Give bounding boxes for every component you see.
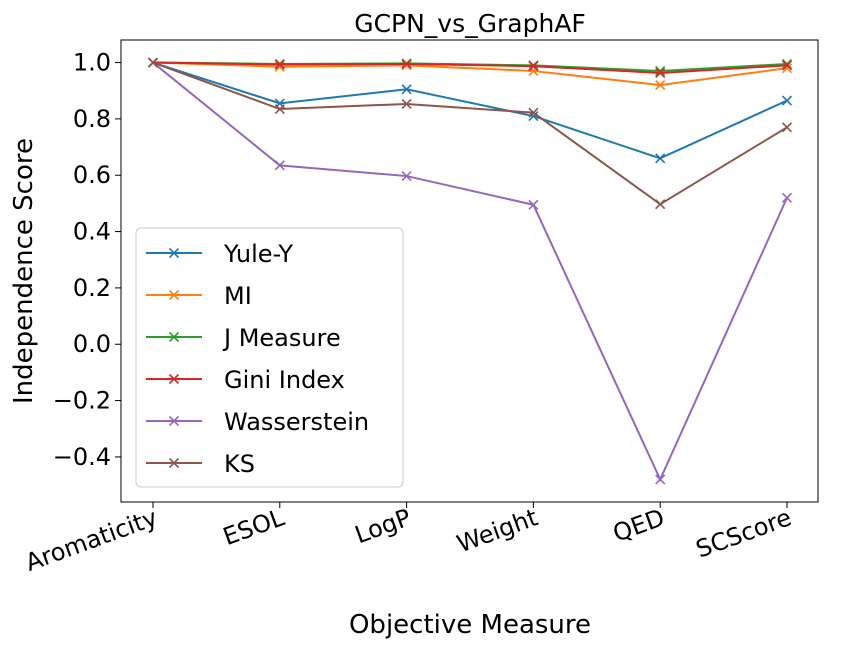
legend-box	[135, 227, 404, 488]
y-axis-label: Independence Score	[9, 138, 39, 404]
legend-label-yule-y: Yule-Y	[223, 240, 293, 268]
data-point-gini-index	[274, 59, 285, 70]
data-point-ks	[147, 57, 159, 68]
y-tick-label: −0.4	[53, 443, 111, 471]
data-point-yule-y	[655, 153, 666, 164]
legend-marker-gini-index	[168, 373, 180, 385]
y-tick-label: 0.0	[73, 330, 111, 358]
y-tick-label: 0.6	[73, 161, 111, 189]
x-tick-label: Weight	[453, 503, 541, 558]
x-tick-label: Aromaticity	[22, 503, 161, 577]
legend-label-j-measure: J Measure	[222, 324, 341, 352]
x-tick-label: SCScore	[692, 503, 795, 563]
x-tick-label: ESOL	[219, 503, 288, 551]
plot-area: 1.0 0.8 0.6 0.4 0.2 0.0 −0.2 −0.4 Aromaticity ESO…	[22, 39, 819, 577]
legend-marker-wasserstein	[168, 415, 180, 427]
data-point-mi	[401, 60, 412, 71]
data-point-gini-index	[401, 58, 412, 70]
data-point-yule-y	[781, 95, 793, 106]
x-tick-label: LogP	[351, 503, 414, 549]
series-line-gini-index	[152, 61, 788, 74]
data-point-ks	[528, 107, 539, 118]
y-tick-label: 0.8	[73, 105, 111, 133]
x-axis-label: Objective Measure	[349, 610, 591, 640]
data-point-gini-index	[655, 67, 666, 79]
legend-label-ks: KS	[224, 450, 255, 478]
data-point-wasserstein	[401, 170, 412, 182]
data-point-gini-index	[781, 60, 793, 71]
data-point-wasserstein	[274, 160, 285, 171]
data-point-ks	[655, 199, 666, 210]
series-line-ks	[152, 61, 788, 206]
plot-frame	[120, 39, 819, 503]
data-point-yule-y	[401, 84, 412, 95]
y-tick-label: 1.0	[73, 49, 111, 77]
data-point-ks	[274, 103, 285, 115]
x-tick-label: QED	[609, 503, 668, 547]
legend-marker-yule-y	[168, 247, 180, 259]
data-point-gini-index	[528, 61, 539, 72]
legend-marker-ks	[168, 457, 180, 469]
data-point-ks	[781, 122, 793, 133]
data-point-j-measure	[655, 65, 666, 77]
data-point-wasserstein	[655, 474, 666, 485]
legend-label-wasserstein: Wasserstein	[224, 408, 369, 436]
y-tick-label: 0.2	[73, 274, 111, 302]
legend-label-mi: MI	[224, 282, 252, 310]
chart-title: GCPN_vs_GraphAF	[354, 9, 586, 38]
y-tick-label: −0.2	[53, 387, 111, 415]
data-point-j-measure	[781, 58, 793, 70]
y-tick-label: 0.4	[73, 218, 111, 246]
data-point-ks	[401, 98, 412, 110]
data-point-mi	[655, 80, 666, 91]
legend-label-gini-index: Gini Index	[224, 366, 345, 394]
data-point-wasserstein	[781, 192, 793, 203]
series-line-wasserstein	[152, 61, 788, 482]
series-line-mi	[152, 61, 788, 87]
legend-marker-j-measure	[168, 331, 180, 343]
legend-marker-mi	[168, 289, 180, 301]
series-line-yule-y	[152, 61, 788, 160]
data-point-wasserstein	[528, 199, 539, 210]
